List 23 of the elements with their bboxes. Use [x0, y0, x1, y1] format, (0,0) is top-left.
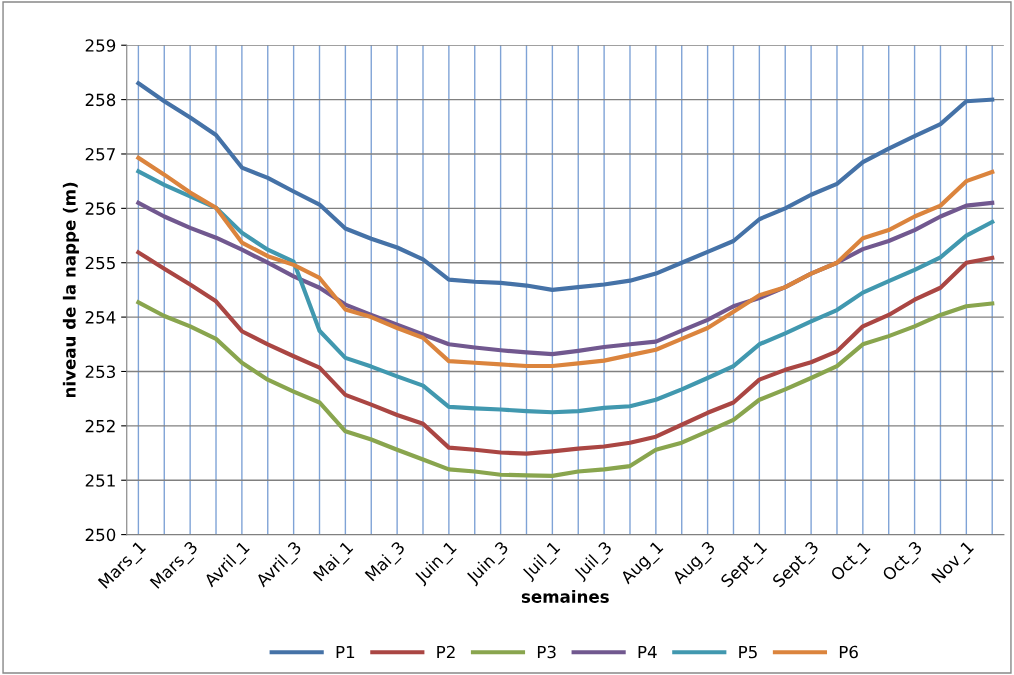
y-tick-label: 252 — [85, 419, 115, 433]
line-series — [136, 250, 995, 456]
legend-label: P4 — [638, 645, 657, 659]
y-tick-label: 251 — [85, 474, 115, 487]
legend-label: P3 — [537, 645, 556, 659]
y-tick-label: 253 — [85, 365, 115, 379]
y-tick-label: 256 — [85, 202, 116, 215]
y-tick-label: 254 — [85, 311, 116, 324]
legend-label: P1 — [336, 645, 355, 659]
legend-label: P5 — [739, 645, 757, 659]
line-series — [136, 169, 995, 415]
legend-label: P6 — [839, 645, 858, 659]
legend-label: P2 — [437, 645, 455, 659]
x-axis-title: semaines — [521, 589, 609, 603]
y-tick-label: 250 — [85, 528, 116, 542]
y-tick-label: 259 — [85, 39, 116, 52]
y-tick-label: 258 — [85, 93, 116, 107]
y-tick-label: 255 — [85, 256, 115, 270]
y-axis-title: niveau de la nappe (m) — [62, 182, 79, 398]
line-series — [136, 300, 995, 478]
y-tick-label: 257 — [85, 147, 115, 161]
line-series — [136, 155, 995, 369]
line-series — [136, 81, 995, 292]
